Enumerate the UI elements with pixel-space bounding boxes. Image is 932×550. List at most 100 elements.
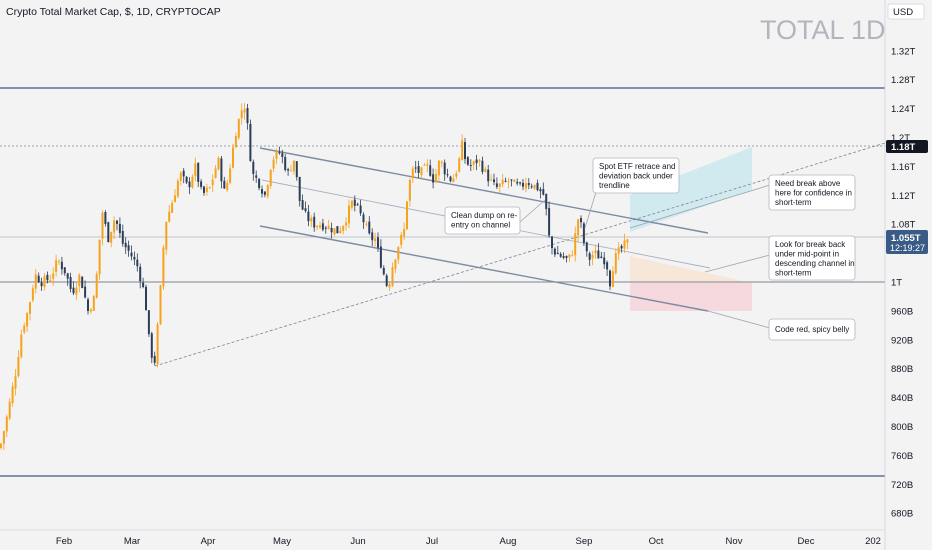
- annotation-need-break-box: [768, 174, 856, 211]
- candle-body: [333, 228, 336, 235]
- candle-body: [484, 168, 487, 172]
- candle-body: [304, 208, 307, 212]
- candle-body: [577, 219, 580, 236]
- candle-body: [223, 180, 226, 189]
- annotation-look-for-break-box: [768, 235, 856, 281]
- price-scale[interactable]: USD 1.32T 1.28T 1.24T 1.2T 1.16T 1.12T 1.08T 1T…: [884, 0, 928, 550]
- candle-body: [284, 157, 287, 171]
- currency-label: USD: [893, 7, 913, 18]
- x-tick-label: Jul: [426, 536, 438, 547]
- candle-body: [594, 250, 597, 254]
- level-price-tag-bg: [886, 140, 928, 153]
- candle-body: [258, 178, 261, 189]
- mid-channel-zone: [630, 256, 752, 283]
- candle-body: [269, 169, 272, 186]
- candle-body: [197, 163, 200, 182]
- candle-body: [171, 203, 174, 213]
- candle-body: [359, 205, 362, 214]
- candle-body: [20, 334, 23, 357]
- candle-body: [159, 285, 162, 325]
- x-tick-labels: Feb Mar Apr May Jun Jul Aug Sep Oct Nov Dec 202: [56, 536, 881, 547]
- candle-body: [324, 227, 327, 229]
- time-scale[interactable]: Feb Mar Apr May Jun Jul Aug Sep Oct Nov Dec 202: [0, 529, 885, 547]
- candle-body: [472, 161, 475, 165]
- candle-body: [130, 252, 133, 257]
- candle-body: [620, 245, 623, 249]
- candle-body: [614, 253, 617, 274]
- candle-body: [394, 259, 397, 269]
- candle-body: [449, 176, 452, 182]
- candle-body: [461, 140, 464, 161]
- candle-body: [513, 179, 516, 182]
- candle-body: [52, 273, 55, 279]
- annotation-clean-dump-line-2: entry on channel: [451, 221, 510, 230]
- annotation-look-for-break-text: Look for break back under mid-point in d…: [775, 240, 857, 278]
- watermark: TOTAL 1D: [760, 15, 886, 45]
- candle-body: [292, 160, 295, 172]
- candle-body: [342, 225, 345, 231]
- candle-body: [353, 199, 356, 206]
- candle-body: [533, 184, 536, 189]
- candle-body: [26, 313, 29, 327]
- annotation-need-break[interactable]: Need break above here for confidence in …: [768, 174, 856, 211]
- candle-body: [60, 261, 63, 270]
- candle-body: [545, 193, 548, 210]
- candle-body: [388, 284, 391, 288]
- candle-body: [420, 167, 423, 176]
- candle-body: [34, 274, 37, 289]
- candle-body: [11, 386, 14, 404]
- x-tick-label: Nov: [726, 536, 743, 547]
- candle-body: [397, 246, 400, 260]
- candle-body: [107, 222, 110, 242]
- candle-body: [336, 226, 339, 234]
- annotation-look-for-break-line-1: Look for break back: [775, 240, 846, 249]
- candle-body: [403, 228, 406, 237]
- callout-line-code-red: [707, 310, 771, 329]
- y-tick-labels: 1.32T 1.28T 1.24T 1.2T 1.16T 1.12T 1.08T 1T 960B…: [891, 46, 915, 519]
- candle-body: [168, 211, 171, 222]
- annotation-code-red[interactable]: Code red, spicy belly: [768, 318, 856, 341]
- y-tick-label: 720B: [891, 480, 913, 491]
- trendlines-layer: [154, 142, 886, 367]
- candle-body: [101, 212, 104, 239]
- annotation-look-for-break[interactable]: Look for break back under mid-point in d…: [768, 235, 857, 281]
- candle-body: [8, 401, 11, 419]
- candle-body: [426, 164, 429, 166]
- candle-body: [374, 238, 377, 242]
- annotation-clean-dump[interactable]: Clean dump on re- entry on channel: [444, 206, 521, 235]
- candle-body: [95, 274, 98, 298]
- level-price-tag-text: 1.18T: [891, 142, 915, 153]
- candle-body: [406, 201, 408, 230]
- y-tick-label: 680B: [891, 509, 913, 520]
- candle-body: [455, 173, 458, 177]
- channel-upper-line: [259, 147, 709, 234]
- y-tick-label: 1.24T: [891, 104, 915, 115]
- annotation-spot-etf-text: Spot ETF retrace and deviation back unde…: [599, 162, 678, 190]
- candle-body: [211, 179, 214, 186]
- last-price-tag-bg: [886, 230, 928, 254]
- candle-body: [464, 142, 466, 160]
- candle-body: [182, 170, 185, 177]
- candle-body: [156, 324, 159, 365]
- candle-body: [495, 183, 498, 187]
- candle-body: [246, 107, 249, 124]
- candle-body: [174, 195, 176, 203]
- annotation-code-red-box: [768, 318, 856, 341]
- annotation-spot-etf[interactable]: Spot ETF retrace and deviation back unde…: [592, 157, 680, 194]
- candle-body: [69, 277, 72, 289]
- candle-body: [490, 179, 493, 181]
- currency-button[interactable]: [887, 3, 925, 20]
- candle-body: [14, 375, 17, 389]
- candle-body: [522, 182, 524, 187]
- candle-body: [205, 187, 208, 192]
- candle-body: [214, 168, 217, 178]
- candle-body: [530, 186, 533, 188]
- candle-body: [469, 165, 472, 167]
- candle-body: [498, 183, 501, 187]
- y-tick-label: 760B: [891, 451, 913, 462]
- candle-body: [243, 109, 246, 113]
- candle-body: [435, 173, 437, 183]
- candle-body: [281, 153, 284, 158]
- annotation-need-break-text: Need break above here for confidence in …: [775, 179, 854, 207]
